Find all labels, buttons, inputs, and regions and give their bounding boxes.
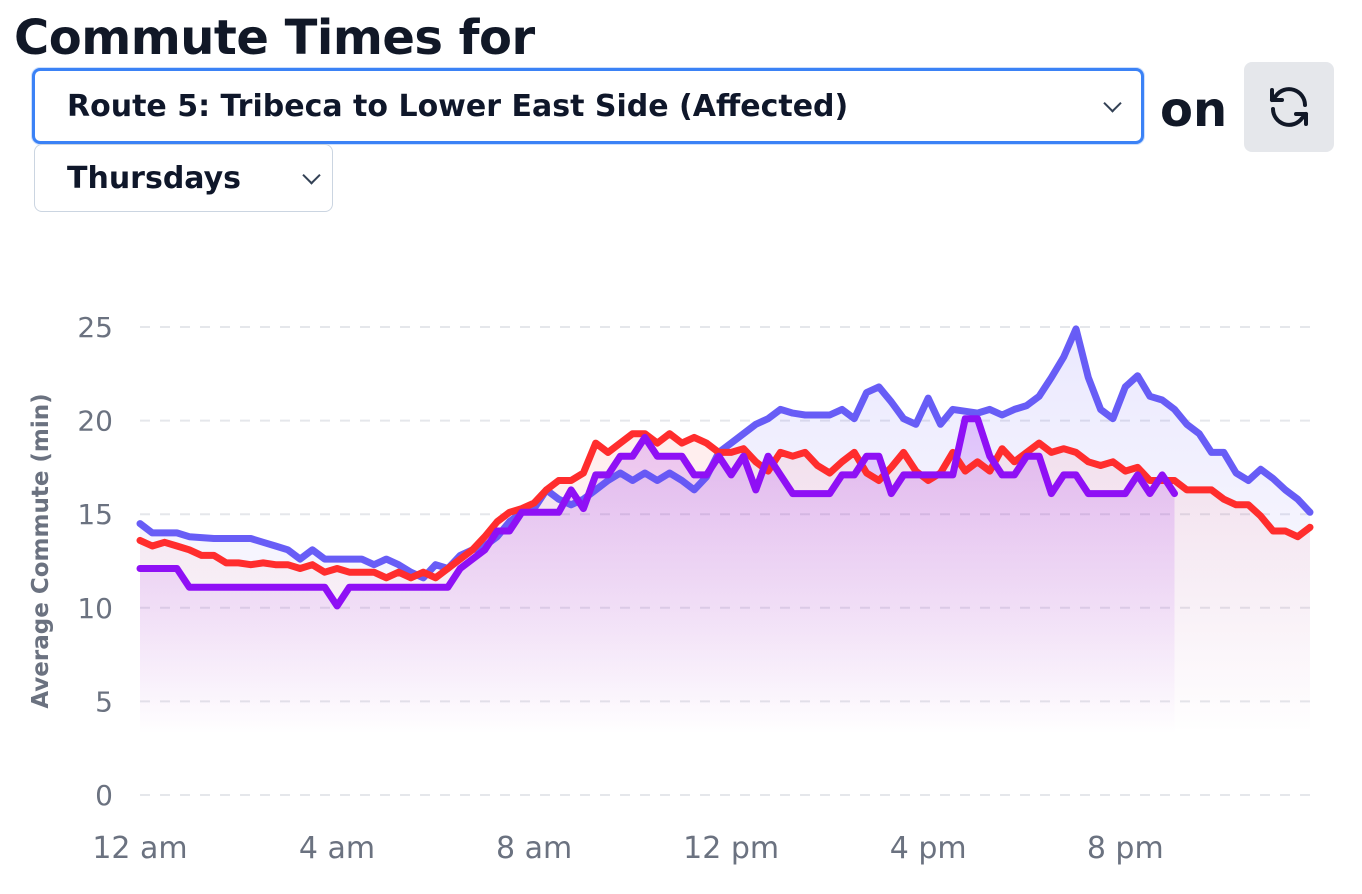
- page-title: Commute Times for: [14, 10, 535, 66]
- route-select-value: Route 5: Tribeca to Lower East Side (Aff…: [67, 88, 849, 124]
- x-tick-label: 4 pm: [890, 831, 967, 866]
- series-line-1: [136, 325, 1314, 582]
- y-tick-label: 0: [95, 779, 113, 812]
- refresh-icon: [1270, 87, 1308, 127]
- y-tick-label: 25: [77, 311, 113, 344]
- series-line-3: [136, 415, 1178, 610]
- on-label: on: [1160, 82, 1228, 138]
- x-tick-label: 12 pm: [683, 831, 779, 866]
- y-tick-label: 15: [77, 498, 113, 531]
- route-select[interactable]: Route 5: Tribeca to Lower East Side (Aff…: [32, 68, 1144, 144]
- day-select-value: Thursdays: [67, 160, 242, 196]
- series-line-2: [136, 430, 1314, 582]
- series-area-3: [140, 418, 1175, 735]
- x-tick-label: 8 am: [496, 831, 572, 866]
- y-tick-label: 10: [77, 592, 113, 625]
- y-tick-label: 20: [77, 405, 113, 438]
- day-select[interactable]: Thursdays: [34, 144, 333, 212]
- refresh-button[interactable]: [1244, 62, 1334, 152]
- x-tick-label: 8 pm: [1087, 831, 1164, 866]
- y-tick-label: 5: [95, 685, 113, 718]
- y-axis-label: Average Commute (min): [28, 393, 54, 708]
- x-tick-label: 12 am: [92, 831, 187, 866]
- x-tick-label: 4 am: [299, 831, 375, 866]
